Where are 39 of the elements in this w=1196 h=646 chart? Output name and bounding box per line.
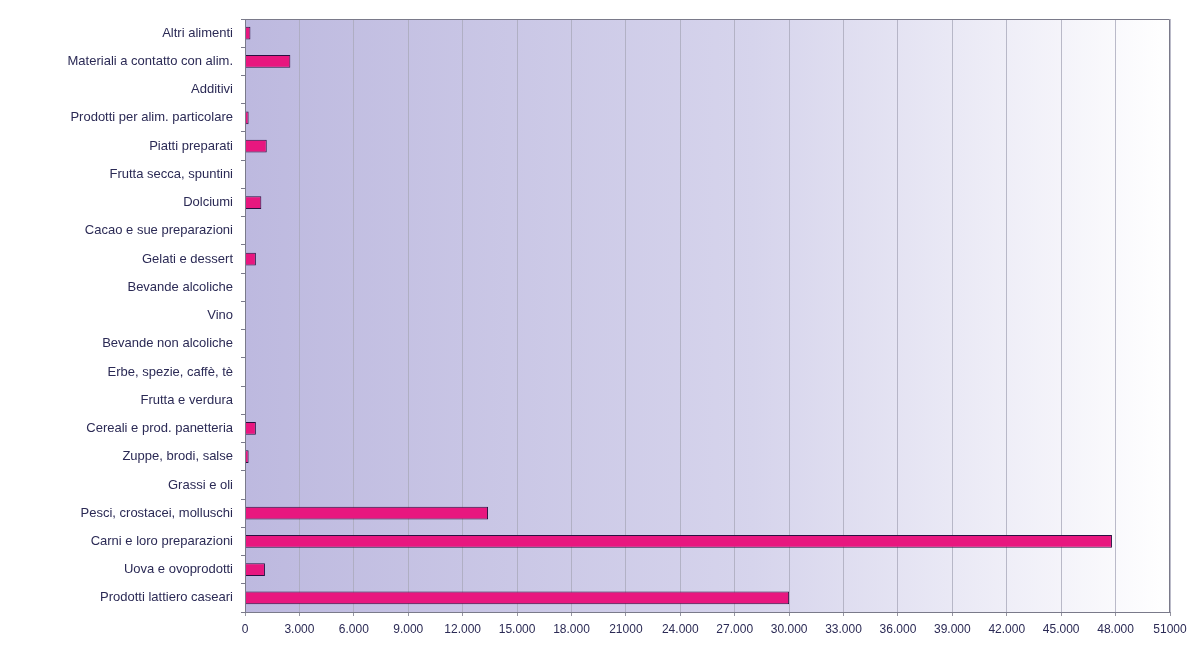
x-tick-label: 0: [241, 621, 249, 636]
y-tick-label: Additivi: [191, 81, 234, 97]
y-tick-label: Carni e loro preparazioni: [90, 532, 234, 548]
x-tick-label: 3.000: [284, 621, 315, 636]
y-tick-label: Zuppe, brodi, salse: [122, 448, 233, 464]
y-tick-label: Materiali a contatto con alim.: [67, 52, 233, 68]
x-tick-label: 27.000: [716, 621, 754, 636]
y-tick-label: Erbe, spezie, caffè, tè: [107, 363, 233, 379]
y-tick-label: Vino: [207, 307, 233, 323]
y-tick-label: Prodotti per alim. particolare: [70, 109, 233, 125]
x-tick-label: 39.000: [934, 621, 972, 636]
x-tick-label: 36.000: [879, 621, 917, 636]
y-tick-label: Frutta secca, spuntini: [109, 165, 234, 181]
y-tick-label: Prodotti lattiero caseari: [100, 589, 234, 605]
y-tick-label: Cacao e sue preparazioni: [84, 222, 234, 238]
x-tick-label: 12.000: [444, 621, 482, 636]
y-tick-label: Frutta e verdura: [140, 391, 234, 407]
y-tick-label: Bevande non alcoliche: [102, 335, 233, 351]
x-tick-label: 45.000: [1042, 621, 1080, 636]
y-tick-label: Piatti preparati: [149, 137, 234, 153]
y-tick-label: Cereali e prod. panetteria: [86, 420, 234, 436]
x-tick-label: 6.000: [338, 621, 370, 636]
y-tick-label: Grassi e oli: [167, 476, 234, 492]
y-tick-label: Uova e ovoprodotti: [123, 561, 234, 577]
x-tick-label: 42.000: [988, 621, 1026, 636]
x-tick-label: 9.000: [393, 621, 424, 636]
y-tick-label: Gelati e dessert: [141, 250, 234, 266]
x-tick-label: 48.000: [1097, 621, 1135, 636]
y-tick-label: Bevande alcoliche: [127, 278, 233, 294]
x-tick-label: 24.000: [661, 621, 699, 636]
x-tick-label: 30.000: [770, 621, 808, 636]
x-tick-label: 15.000: [498, 621, 536, 636]
x-tick-label: 33.000: [825, 621, 863, 636]
y-tick-label: Pesci, crostacei, molluschi: [80, 504, 234, 520]
y-tick-label: Dolciumi: [183, 194, 234, 210]
x-tick-label: 21000: [609, 621, 643, 636]
x-tick-label: 51000: [1153, 621, 1188, 636]
x-tick-label: 18.000: [553, 621, 591, 636]
y-tick-label: Altri alimenti: [162, 24, 234, 40]
